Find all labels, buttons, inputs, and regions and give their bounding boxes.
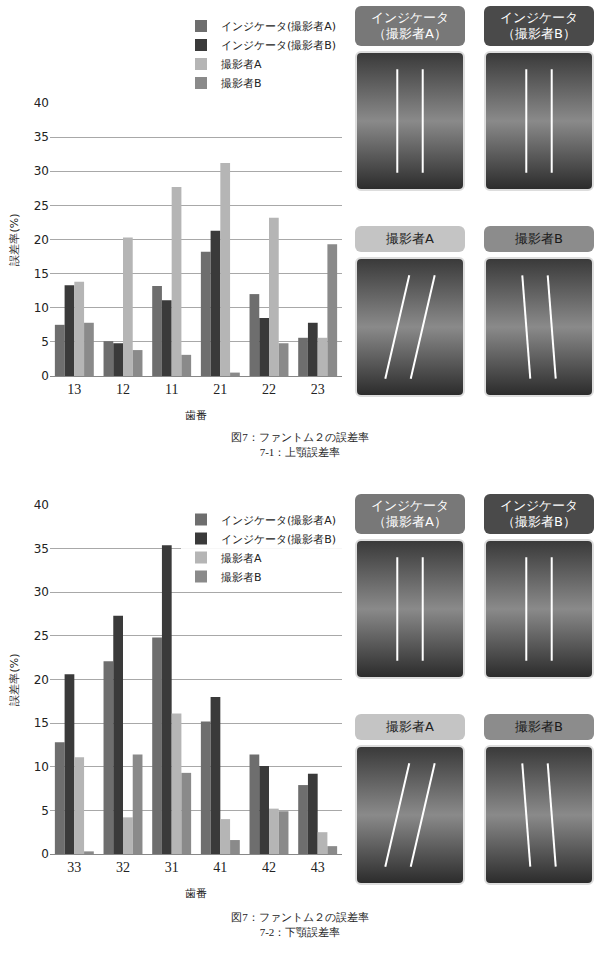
svg-text:41: 41	[213, 860, 227, 875]
svg-text:誤差率(%): 誤差率(%)	[8, 213, 21, 265]
svg-text:21: 21	[213, 382, 227, 397]
svg-text:15: 15	[34, 267, 49, 281]
html-text:撮影者A: 撮影者A	[386, 231, 434, 246]
svg-text:40: 40	[34, 96, 49, 110]
svg-text:0: 0	[41, 847, 49, 861]
svg-text:35: 35	[34, 542, 49, 556]
svg-text:インジケータ(撮影者A): インジケータ(撮影者A)	[221, 514, 336, 527]
html-text:撮影者B: 撮影者B	[515, 719, 563, 734]
svg-text:30: 30	[34, 164, 49, 178]
html-text:インジケータ: インジケータ	[500, 10, 578, 25]
html-text:（撮影者A）: （撮影者A）	[373, 26, 447, 41]
svg-text:インジケータ(撮影者B): インジケータ(撮影者B)	[221, 533, 336, 546]
html-text:インジケータ: インジケータ	[371, 498, 449, 513]
html-text:図7：ファントム２の誤差率: 図7：ファントム２の誤差率	[231, 431, 369, 443]
svg-text:42: 42	[262, 860, 276, 875]
html-text:（撮影者B）: （撮影者B）	[502, 26, 576, 41]
svg-text:歯番: 歯番	[185, 409, 207, 422]
html-text:7-2：下顎誤差率: 7-2：下顎誤差率	[259, 926, 341, 938]
svg-text:25: 25	[34, 629, 49, 643]
html-text:（撮影者A）: （撮影者A）	[373, 514, 447, 529]
svg-text:13: 13	[67, 382, 81, 397]
svg-text:11: 11	[165, 382, 178, 397]
svg-text:30: 30	[34, 585, 49, 599]
svg-text:22: 22	[262, 382, 276, 397]
svg-text:撮影者A: 撮影者A	[221, 552, 262, 565]
html-text:7-1：上顎誤差率: 7-1：上顎誤差率	[259, 446, 341, 458]
svg-text:撮影者B: 撮影者B	[221, 571, 262, 584]
html-text:撮影者A: 撮影者A	[386, 719, 434, 734]
svg-text:43: 43	[311, 860, 325, 875]
html-text:（撮影者B）: （撮影者B）	[502, 514, 576, 529]
svg-text:31: 31	[165, 860, 179, 875]
svg-text:0: 0	[41, 369, 49, 383]
svg-text:5: 5	[41, 804, 49, 818]
svg-text:インジケータ(撮影者A): インジケータ(撮影者A)	[221, 20, 336, 33]
svg-text:12: 12	[116, 382, 130, 397]
svg-text:20: 20	[34, 233, 49, 247]
svg-text:5: 5	[41, 335, 49, 349]
svg-text:歯番: 歯番	[185, 887, 207, 900]
svg-text:25: 25	[34, 199, 49, 213]
svg-text:10: 10	[34, 301, 49, 315]
html-text:図7：ファントム２の誤差率: 図7：ファントム２の誤差率	[231, 911, 369, 923]
svg-text:32: 32	[116, 860, 130, 875]
svg-text:23: 23	[311, 382, 325, 397]
svg-text:10: 10	[34, 760, 49, 774]
svg-text:35: 35	[34, 130, 49, 144]
svg-text:誤差率(%): 誤差率(%)	[8, 653, 21, 705]
html-text:撮影者B: 撮影者B	[515, 231, 563, 246]
svg-text:40: 40	[34, 498, 49, 512]
svg-text:撮影者B: 撮影者B	[221, 77, 262, 90]
svg-text:撮影者A: 撮影者A	[221, 58, 262, 71]
svg-text:インジケータ(撮影者B): インジケータ(撮影者B)	[221, 39, 336, 52]
svg-text:20: 20	[34, 673, 49, 687]
svg-text:33: 33	[67, 860, 81, 875]
html-text:インジケータ: インジケータ	[500, 498, 578, 513]
html-text:インジケータ: インジケータ	[371, 10, 449, 25]
svg-text:15: 15	[34, 716, 49, 730]
